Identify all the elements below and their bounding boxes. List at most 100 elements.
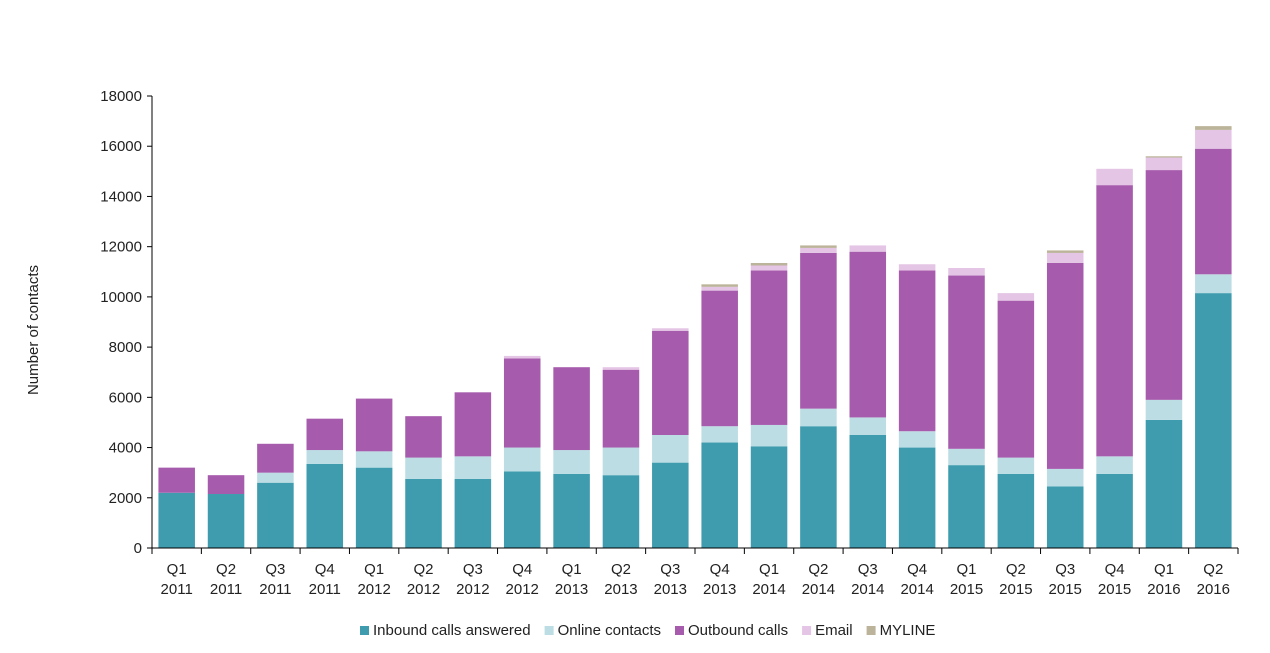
bar-segment-inbound-calls-answered-q4-2013 [701, 442, 738, 548]
bar-segment-inbound-calls-answered-q2-2015 [997, 473, 1035, 548]
bar-segment-outbound-calls-q3-2014 [849, 251, 887, 418]
bar-segment-outbound-calls-q2-2015 [997, 300, 1035, 458]
bar-segment-online-contacts-q3-2011 [257, 472, 294, 483]
x-tick-label-quarter: Q1 [364, 561, 384, 578]
bar-segment-inbound-calls-answered-q2-2011 [207, 494, 245, 548]
legend-swatch [544, 626, 554, 635]
bar-segment-inbound-calls-answered-q2-2013 [602, 475, 640, 548]
bar-segment-outbound-calls-q4-2013 [701, 290, 738, 427]
x-tick-label-quarter: Q1 [167, 561, 187, 578]
bar-segment-online-contacts-q4-2015 [1096, 456, 1133, 474]
y-tick-label: 16000 [100, 138, 142, 155]
x-tick-label-quarter: Q3 [660, 561, 680, 578]
x-tick-label-year: 2014 [752, 581, 785, 598]
legend-swatch [866, 626, 876, 635]
x-tick-label-quarter: Q1 [1154, 561, 1174, 578]
bar-segment-myline-q1-2014 [750, 262, 788, 266]
bar-segment-inbound-calls-answered-q4-2014 [898, 447, 936, 548]
bar-segment-email-q1-2014 [750, 265, 788, 271]
legend-label: Email [815, 622, 853, 639]
bar-segment-outbound-calls-q2-2012 [405, 416, 442, 458]
bar-segment-inbound-calls-answered-q4-2015 [1096, 473, 1133, 548]
bar-segment-online-contacts-q4-2012 [503, 447, 541, 472]
x-tick-label-quarter: Q1 [759, 561, 779, 578]
x-tick-label-year: 2014 [802, 581, 835, 598]
bar-segment-online-contacts-q1-2016 [1145, 399, 1183, 420]
bar-segment-outbound-calls-q1-2014 [750, 270, 788, 425]
y-tick-label: 0 [134, 540, 142, 557]
y-axis: 0 2000 4000 6000 8000 10000 12000 14000 16000 180… [100, 88, 153, 557]
x-tick-label-year: 2015 [950, 581, 983, 598]
bar-segment-inbound-calls-answered-q1-2014 [750, 446, 788, 548]
legend-swatch [675, 626, 684, 635]
legend-label: Outbound calls [688, 622, 788, 639]
x-tick-label-year: 2015 [999, 581, 1032, 598]
bar-segment-online-contacts-q1-2014 [750, 424, 788, 447]
legend-swatch [360, 626, 369, 635]
bar-segment-online-contacts-q2-2012 [405, 457, 442, 479]
x-tick-label-quarter: Q2 [1006, 561, 1026, 578]
bar-segment-email-q4-2012 [503, 355, 541, 359]
x-tick-label-quarter: Q4 [710, 561, 730, 578]
bar-segment-email-q1-2015 [948, 268, 985, 276]
bar-segment-inbound-calls-answered-q3-2015 [1046, 486, 1084, 548]
legend: Inbound calls answered Online contacts Out… [360, 622, 935, 639]
bar-segment-online-contacts-q3-2015 [1046, 468, 1084, 487]
legend-label: MYLINE [880, 622, 936, 639]
bar-segment-outbound-calls-q2-2014 [800, 252, 837, 409]
x-tick-label-year: 2012 [407, 581, 440, 598]
bar-segment-email-q3-2013 [652, 328, 689, 331]
legend-swatch [802, 626, 812, 635]
x-tick-label-quarter: Q3 [265, 561, 285, 578]
x-tick-label-quarter: Q2 [413, 561, 433, 578]
x-tick-label-year: 2011 [309, 581, 341, 598]
x-axis: Q1 2011 Q2 2011 Q3 2011 Q4 2011 Q1 2012 Q2 2012 Q3 20… [151, 547, 1239, 598]
bar-segment-online-contacts-q2-2015 [997, 457, 1035, 474]
x-tick-label-year: 2012 [456, 581, 489, 598]
bar-segment-myline-q2-2014 [800, 245, 837, 248]
y-tick-label: 6000 [109, 389, 142, 406]
bar-segment-outbound-calls-q1-2015 [948, 275, 985, 449]
bar-segment-email-q2-2014 [800, 247, 837, 253]
x-tick-label-year: 2016 [1147, 581, 1180, 598]
bar-segment-myline-q2-2016 [1195, 126, 1232, 130]
bar-segment-inbound-calls-answered-q3-2013 [652, 462, 689, 548]
x-tick-label-quarter: Q3 [1055, 561, 1075, 578]
legend-label: Inbound calls answered [373, 622, 531, 639]
bar-segment-online-contacts-q3-2014 [849, 417, 887, 435]
x-tick-label-year: 2013 [604, 581, 637, 598]
bar-segment-inbound-calls-answered-q1-2011 [158, 492, 195, 548]
bar-segment-email-q1-2016 [1145, 157, 1183, 171]
bar-segment-inbound-calls-answered-q3-2012 [454, 478, 492, 548]
bar-segment-outbound-calls-q4-2011 [306, 418, 344, 451]
x-tick-label-year: 2012 [357, 581, 390, 598]
x-tick-label-quarter: Q4 [907, 561, 927, 578]
bar-segment-inbound-calls-answered-q1-2013 [553, 473, 590, 548]
bar-segment-inbound-calls-answered-q2-2012 [405, 478, 442, 548]
bar-segment-online-contacts-q1-2012 [355, 451, 393, 468]
x-tick-label-year: 2012 [506, 581, 539, 598]
x-tick-label-quarter: Q4 [1105, 561, 1125, 578]
bar-segment-outbound-calls-q3-2011 [257, 443, 294, 473]
x-tick-label-quarter: Q4 [512, 561, 532, 578]
bar-segment-outbound-calls-q2-2016 [1195, 148, 1232, 275]
bar-segment-outbound-calls-q4-2014 [898, 270, 936, 432]
bar-segment-inbound-calls-answered-q2-2014 [800, 426, 837, 548]
bar-segment-myline-q3-2015 [1046, 250, 1084, 253]
x-tick-label-quarter: Q3 [858, 561, 878, 578]
bar-segment-online-contacts-q2-2013 [602, 447, 640, 476]
x-tick-label-quarter: Q2 [808, 561, 828, 578]
x-tick-label-quarter: Q2 [216, 561, 236, 578]
bar-segment-outbound-calls-q3-2013 [652, 330, 689, 435]
x-tick-label-year: 2011 [259, 581, 291, 598]
bar-segment-online-contacts-q3-2013 [652, 435, 689, 463]
bar-segment-inbound-calls-answered-q2-2016 [1195, 293, 1232, 548]
y-tick-label: 18000 [100, 88, 142, 105]
bar-segment-inbound-calls-answered-q3-2014 [849, 435, 887, 548]
bar-segment-online-contacts-q4-2014 [898, 431, 936, 448]
bar-segment-myline-q1-2016 [1145, 156, 1183, 158]
bar-segment-online-contacts-q2-2016 [1195, 274, 1232, 294]
x-tick-label-quarter: Q3 [463, 561, 483, 578]
